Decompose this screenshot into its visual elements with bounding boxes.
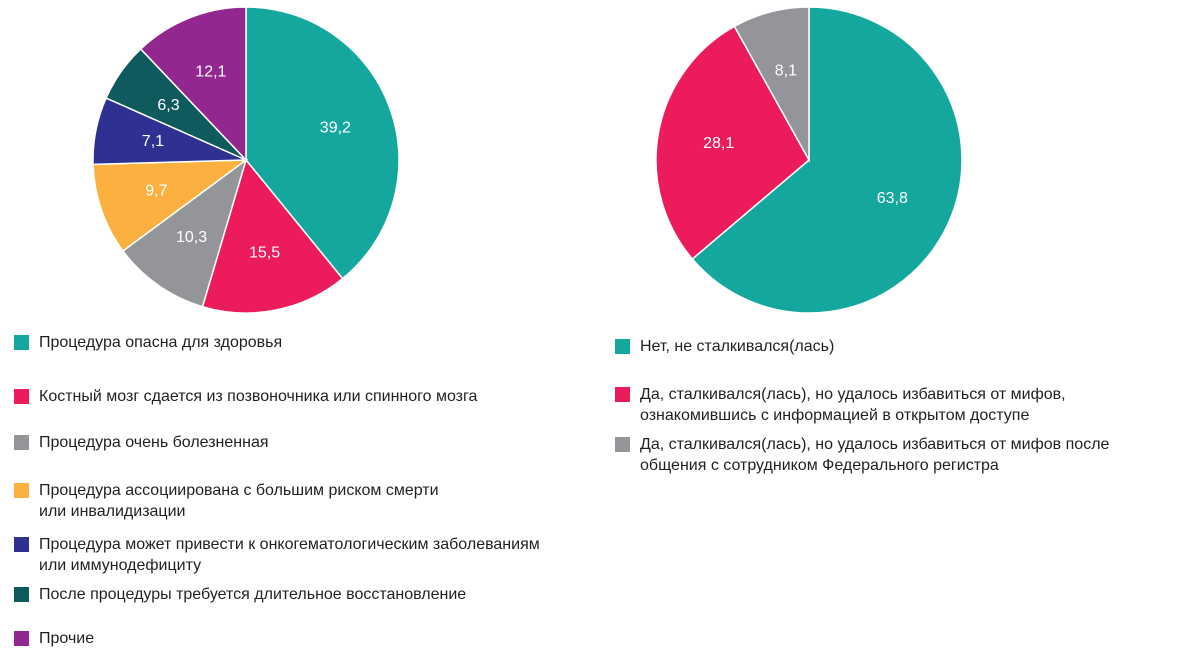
left-legend-item-2: Процедура очень болезненная <box>14 432 269 453</box>
left-legend-swatch-4 <box>14 537 29 552</box>
left-legend-item-0: Процедура опасна для здоровья <box>14 332 282 353</box>
left-legend-label-0: Процедура опасна для здоровья <box>39 332 282 353</box>
right-slice-value-label-1: 28,1 <box>703 135 734 152</box>
left-legend-label-4: Процедура может привести к онкогематолог… <box>39 534 540 576</box>
left-slice-value-label-3: 9,7 <box>145 182 167 199</box>
left-pie-slice-3 <box>92 159 249 252</box>
left-legend-swatch-0 <box>14 335 29 350</box>
left-legend-swatch-2 <box>14 435 29 450</box>
left-legend-swatch-6 <box>14 631 29 646</box>
right-slice-value-label-2: 8,1 <box>775 63 797 80</box>
left-legend-line-5-0: После процедуры требуется длительное вос… <box>39 586 467 603</box>
left-legend-swatch-5 <box>14 587 29 602</box>
right-pie-slice-1 <box>655 25 810 261</box>
left-legend-item-4: Процедура может привести к онкогематолог… <box>14 534 540 576</box>
left-legend-item-1: Костный мозг сдается из позвоночника или… <box>14 386 477 407</box>
left-legend-item-6: Прочие <box>14 628 94 649</box>
left-legend-label-2: Процедура очень болезненная <box>39 432 269 453</box>
left-legend-swatch-1 <box>14 389 29 404</box>
left-legend-item-5: После процедуры требуется длительное вос… <box>14 584 466 605</box>
left-legend-item-3: Процедура ассоциирована с большим риском… <box>14 480 439 522</box>
right-legend-item-1: Да, сталкивался(лась), но удалось избави… <box>615 384 1066 426</box>
right-legend-label-2: Да, сталкивался(лась), но удалось избави… <box>640 434 1109 476</box>
left-legend-label-3: Процедура ассоциирована с большим риском… <box>39 480 439 522</box>
right-legend-line-2-0: Да, сталкивался(лась), но удалось избави… <box>640 436 1110 453</box>
left-legend-line-3-1: или инвалидизации <box>39 503 186 520</box>
left-legend-label-1: Костный мозг сдается из позвоночника или… <box>39 386 477 407</box>
left-pie-slice-1 <box>201 158 344 314</box>
right-legend-swatch-1 <box>615 387 630 402</box>
left-slice-value-label-6: 12,1 <box>195 63 226 80</box>
left-legend-line-1-0: Костный мозг сдается из позвоночника или… <box>39 388 478 405</box>
left-slice-value-label-4: 7,1 <box>142 133 164 150</box>
left-slice-value-label-0: 39,2 <box>320 120 351 137</box>
left-legend-line-2-0: Процедура очень болезненная <box>39 434 269 451</box>
left-legend-line-0-0: Процедура опасна для здоровья <box>39 334 283 351</box>
right-legend-line-0-0: Нет, не сталкивался(лась) <box>640 338 835 355</box>
right-legend-item-2: Да, сталкивался(лась), но удалось избави… <box>615 434 1109 476</box>
left-pie-slice-2 <box>121 158 248 308</box>
right-legend-line-2-1: общения с сотрудником Федерального регис… <box>640 457 999 474</box>
left-pie-slice-0 <box>245 6 400 280</box>
right-legend-swatch-2 <box>615 437 630 452</box>
right-slice-value-label-0: 63,8 <box>877 190 908 207</box>
left-slice-value-label-5: 6,3 <box>157 97 179 114</box>
right-legend-line-1-1: ознакомившись с информацией в открытом д… <box>640 407 1030 424</box>
left-legend-label-5: После процедуры требуется длительное вос… <box>39 584 466 605</box>
left-legend-line-3-0: Процедура ассоциирована с большим риском… <box>39 482 439 499</box>
right-legend-swatch-0 <box>615 339 630 354</box>
left-legend-line-4-1: или иммунодефициту <box>39 557 202 574</box>
left-legend-label-6: Прочие <box>39 628 94 649</box>
left-slice-value-label-1: 15,5 <box>249 245 280 262</box>
right-legend-label-1: Да, сталкивался(лась), но удалось избави… <box>640 384 1066 426</box>
right-pie-slice-0 <box>691 6 963 314</box>
right-legend-label-0: Нет, не сталкивался(лась) <box>640 336 834 357</box>
left-pie-slice-6 <box>139 6 247 162</box>
left-legend-line-6-0: Прочие <box>39 630 95 647</box>
right-pie-slice-2 <box>733 6 810 163</box>
right-legend-item-0: Нет, не сталкивался(лась) <box>615 336 834 357</box>
right-legend-line-1-0: Да, сталкивался(лась), но удалось избави… <box>640 386 1066 403</box>
left-legend-swatch-3 <box>14 483 29 498</box>
right-chart-legend: Нет, не сталкивался(лась) Да, сталкивался… <box>615 0 1183 655</box>
left-chart-legend: Процедура опасна для здоровья Костный моз… <box>14 0 654 655</box>
left-slice-value-label-2: 10,3 <box>176 229 207 246</box>
left-legend-line-4-0: Процедура может привести к онкогематолог… <box>39 536 540 553</box>
